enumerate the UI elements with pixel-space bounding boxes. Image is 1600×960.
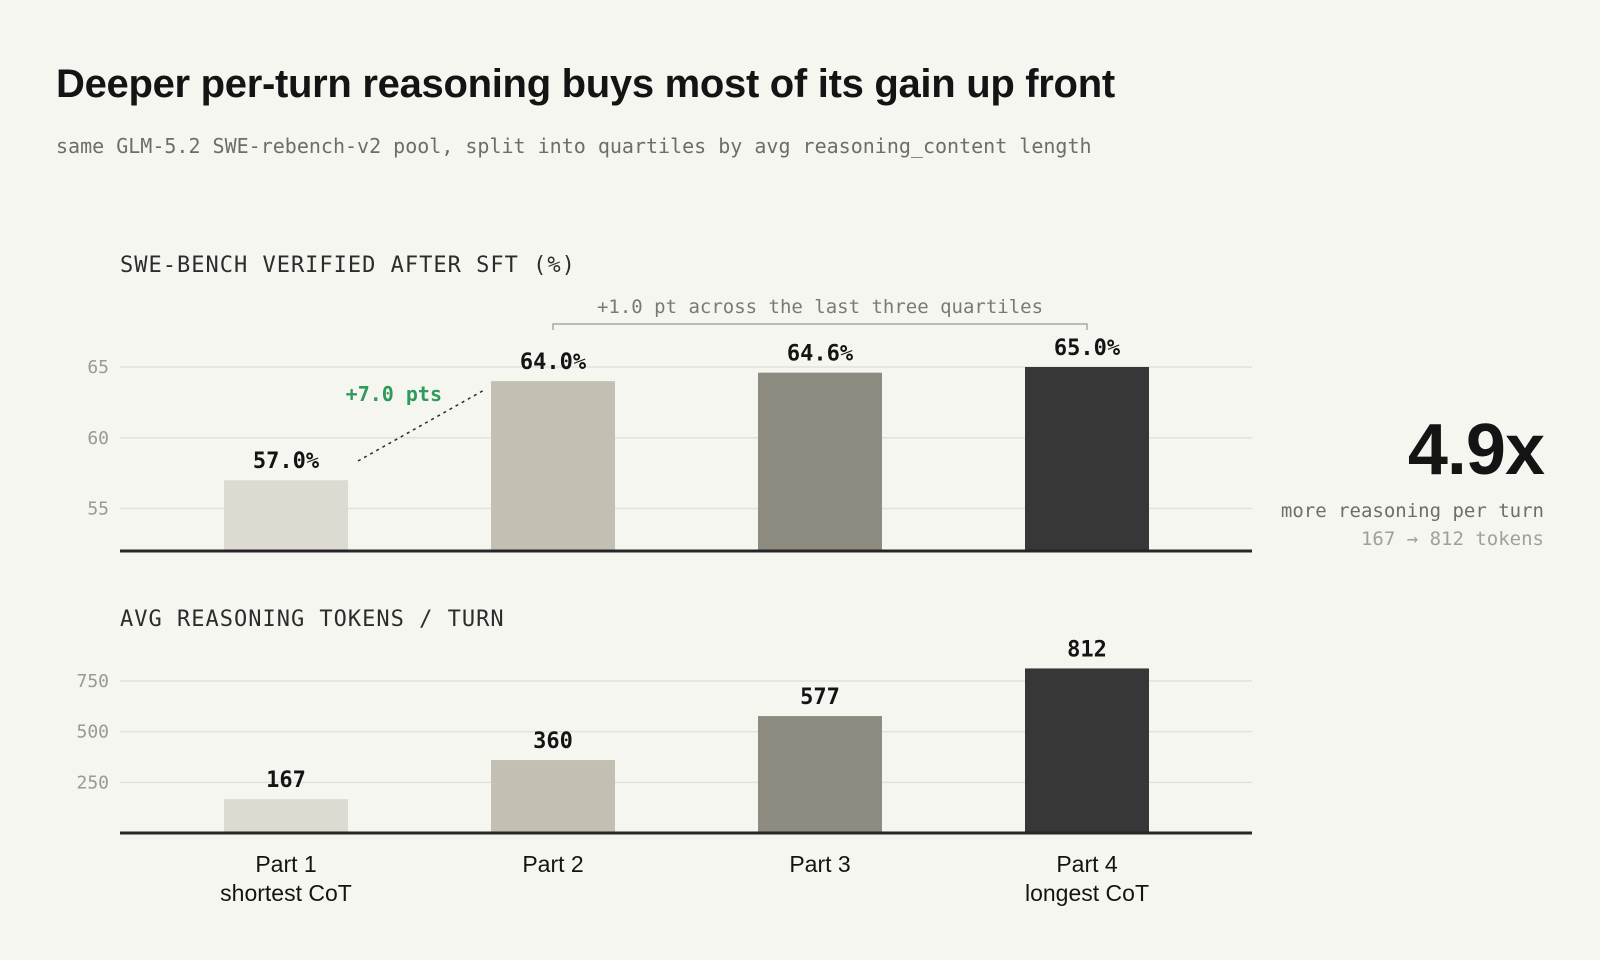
bracket-label: +1.0 pt across the last three quartiles: [597, 296, 1043, 318]
y-tick-label: 250: [76, 772, 109, 793]
bracket: [552, 323, 1088, 330]
y-tick-label: 750: [76, 671, 109, 692]
y-tick-label: 65: [87, 357, 109, 378]
value-label: 57.0%: [253, 449, 320, 474]
ratio-detail: 167 → 812 tokens: [1360, 528, 1544, 550]
ratio-callout: 4.9x more reasoning per turn 167 → 812 t…: [1280, 410, 1545, 550]
value-label: 360: [533, 729, 573, 754]
value-label: 167: [266, 768, 306, 793]
bar: [1025, 668, 1149, 833]
value-label: 65.0%: [1054, 336, 1121, 361]
chart-title: Deeper per-turn reasoning buys most of i…: [56, 62, 1115, 106]
y-tick-label: 500: [76, 722, 109, 743]
category-label: Part 1: [255, 851, 316, 877]
value-label: 812: [1067, 637, 1107, 662]
value-label: 577: [800, 685, 840, 710]
chart-subtitle: same GLM-5.2 SWE-rebench-v2 pool, split …: [56, 134, 1092, 158]
y-tick-label: 55: [87, 499, 109, 520]
bar: [224, 799, 348, 833]
value-label: 64.6%: [787, 342, 854, 367]
bar: [491, 381, 615, 551]
ratio-value: 4.9x: [1407, 410, 1545, 490]
gain-label: +7.0 pts: [346, 382, 442, 406]
category-label: Part 2: [522, 851, 583, 877]
category-sublabel: longest CoT: [1025, 880, 1149, 906]
panel-title: AVG REASONING TOKENS / TURN: [120, 607, 505, 632]
bar: [224, 480, 348, 551]
category-sublabel: shortest CoT: [220, 880, 352, 906]
category-label: Part 3: [789, 851, 850, 877]
category-label: Part 4: [1056, 851, 1118, 877]
y-tick-label: 60: [87, 428, 109, 449]
value-label: 64.0%: [520, 350, 587, 375]
bar: [491, 760, 615, 833]
ratio-caption: more reasoning per turn: [1280, 500, 1544, 522]
panel-title: SWE-BENCH VERIFIED AFTER SFT (%): [120, 253, 576, 278]
bar: [1025, 367, 1149, 551]
bar: [758, 716, 882, 833]
bar: [758, 372, 882, 551]
